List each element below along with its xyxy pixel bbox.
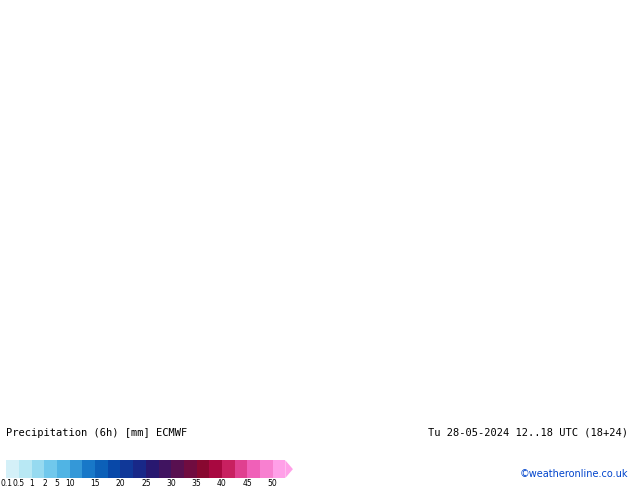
Bar xyxy=(247,460,260,478)
Bar xyxy=(273,460,285,478)
Text: 50: 50 xyxy=(268,479,278,488)
Bar xyxy=(133,460,146,478)
Text: 1: 1 xyxy=(29,479,34,488)
Text: 0.1: 0.1 xyxy=(1,479,12,488)
Bar xyxy=(57,460,70,478)
Bar xyxy=(235,460,247,478)
Bar xyxy=(158,460,171,478)
Bar xyxy=(197,460,209,478)
Text: 5: 5 xyxy=(55,479,60,488)
Bar xyxy=(209,460,222,478)
Bar xyxy=(146,460,158,478)
Text: Tu 28-05-2024 12..18 UTC (18+24): Tu 28-05-2024 12..18 UTC (18+24) xyxy=(428,428,628,438)
Bar xyxy=(108,460,120,478)
Text: Precipitation (6h) [mm] ECMWF: Precipitation (6h) [mm] ECMWF xyxy=(6,428,188,438)
Bar xyxy=(260,460,273,478)
Bar xyxy=(32,460,44,478)
Text: 2: 2 xyxy=(42,479,47,488)
Text: 15: 15 xyxy=(90,479,100,488)
Text: 30: 30 xyxy=(166,479,176,488)
Bar xyxy=(120,460,133,478)
Text: 25: 25 xyxy=(141,479,151,488)
Text: 40: 40 xyxy=(217,479,227,488)
Polygon shape xyxy=(285,460,293,478)
Bar xyxy=(44,460,57,478)
Bar xyxy=(82,460,95,478)
Bar xyxy=(70,460,82,478)
Bar xyxy=(171,460,184,478)
Text: ©weatheronline.co.uk: ©weatheronline.co.uk xyxy=(519,469,628,479)
Text: 45: 45 xyxy=(242,479,252,488)
Text: 35: 35 xyxy=(191,479,202,488)
Text: 0.5: 0.5 xyxy=(13,479,25,488)
Text: 10: 10 xyxy=(65,479,75,488)
Bar xyxy=(19,460,32,478)
Bar xyxy=(95,460,108,478)
Bar xyxy=(6,460,19,478)
Bar xyxy=(222,460,235,478)
Bar xyxy=(184,460,197,478)
Text: 20: 20 xyxy=(115,479,126,488)
